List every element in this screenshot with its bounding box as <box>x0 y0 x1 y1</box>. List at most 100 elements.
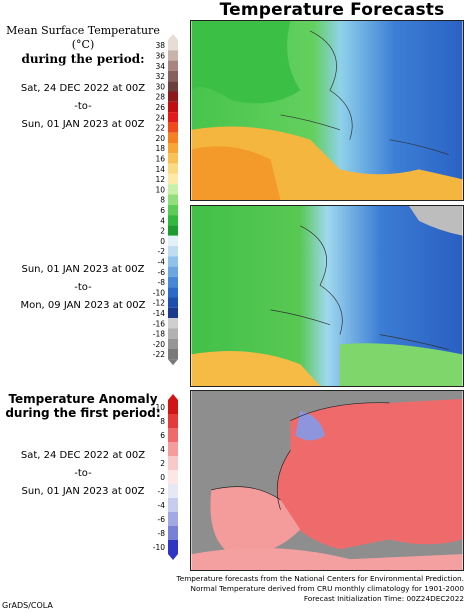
temp-colorbar-swatch <box>168 297 178 308</box>
anom-colorbar-swatch <box>168 428 178 442</box>
temp-colorbar-swatch <box>168 266 178 277</box>
anomaly-title-line1: Temperature Anomaly <box>8 392 158 406</box>
anom-colorbar-tick-label: -8 <box>158 529 166 538</box>
anom-colorbar-tick-label: 4 <box>160 445 165 454</box>
temp-colorbar-swatch <box>168 163 178 174</box>
temp-colorbar-swatch <box>168 153 178 164</box>
temp-colorbar-tick-label: 4 <box>160 216 165 225</box>
anom-colorbar-swatch <box>168 470 178 484</box>
page-title: Temperature Forecasts <box>219 0 445 20</box>
map-3-cold-patch <box>295 410 326 441</box>
temp-colorbar-tick-label: -10 <box>153 288 165 297</box>
anom-colorbar-tick-label: 8 <box>160 417 165 426</box>
anom-colorbar-tick-label: -4 <box>158 501 166 510</box>
temp-colorbar-swatch <box>168 143 178 154</box>
temp-colorbar-swatch <box>168 81 178 92</box>
temp-colorbar-swatch <box>168 328 178 339</box>
anom-colorbar-swatch <box>168 414 178 428</box>
anom-colorbar-swatch <box>168 512 178 526</box>
period-3-label: Sat, 24 DEC 2022 at 00Z -to- Sun, 01 JAN… <box>0 447 166 501</box>
anom-colorbar-tick-label: 6 <box>160 431 165 440</box>
temp-colorbar-tick-label: 12 <box>155 175 165 184</box>
map-3-land-anomaly <box>277 398 463 550</box>
temp-colorbar-swatch <box>168 287 178 298</box>
period-2-start: Sun, 01 JAN 2023 at 00Z <box>21 264 145 275</box>
map-3-west-europe <box>210 486 301 555</box>
temp-colorbar-swatch <box>168 256 178 267</box>
temp-colorbar-swatch <box>168 101 178 113</box>
temp-colorbar-tick-label: 38 <box>155 41 165 50</box>
temp-colorbar-tick-label: -22 <box>153 350 165 359</box>
period-2-label: Sun, 01 JAN 2023 at 00Z -to- Mon, 09 JAN… <box>0 261 166 315</box>
anom-colorbar-swatch <box>168 540 178 554</box>
temp-colorbar-tick-label: 36 <box>155 51 165 60</box>
temp-colorbar-tick-label: 26 <box>155 103 165 112</box>
temp-colorbar-tick-label: 8 <box>160 196 165 205</box>
anom-colorbar-tick-label: -10 <box>153 543 165 552</box>
credits-line3: Forecast Initialization Time: 00Z24DEC20… <box>303 594 464 603</box>
map-2-warm-zone <box>191 351 321 386</box>
temp-colorbar-tick-label: 18 <box>155 144 165 153</box>
period-3-sep: -to- <box>74 468 92 479</box>
anomaly-map <box>190 390 464 571</box>
temp-colorbar-swatch <box>168 276 178 288</box>
temp-colorbar-tick-label: -6 <box>158 268 166 277</box>
map-1-green-zone <box>191 21 301 104</box>
period-1-label: Sat, 24 DEC 2022 at 00Z -to- Sun, 01 JAN… <box>0 80 166 134</box>
anom-colorbar-tick-label: -6 <box>158 515 166 524</box>
period-3-end: Sun, 01 JAN 2023 at 00Z <box>21 486 145 497</box>
temp-colorbar-swatch <box>168 204 178 216</box>
temp-colorbar-swatch <box>168 235 178 246</box>
temp-colorbar-swatch <box>168 184 178 195</box>
temp-colorbar-tick-label: 24 <box>155 113 165 122</box>
temp-colorbar-swatch <box>168 246 178 257</box>
temp-colorbar-swatch <box>168 349 178 360</box>
anom-colorbar-swatch <box>168 456 178 470</box>
anomaly-colorbar: 10 8 6 4 2 0 -2 -4 -6 -8 -10 <box>153 394 178 560</box>
temp-colorbar-tick-label: 32 <box>155 72 165 81</box>
anom-colorbar-tick-label: 2 <box>160 459 165 468</box>
map-3-coastlines <box>211 402 390 510</box>
anom-colorbar-tick-label: 0 <box>160 473 165 482</box>
credits-line1: Temperature forecasts from the National … <box>176 574 464 583</box>
credits-line2: Normal Temperature derived from CRU mont… <box>190 584 464 593</box>
temp-colorbar-swatch <box>168 132 178 143</box>
temp-colorbar-tick-label: -12 <box>153 299 165 308</box>
temp-colorbar-tick-label: 2 <box>160 227 165 236</box>
anom-colorbar-tick-label: 10 <box>155 403 165 412</box>
period-1-sep: -to- <box>74 101 92 112</box>
period-2-end: Mon, 09 JAN 2023 at 00Z <box>20 300 146 311</box>
temp-colorbar-tick-label: -2 <box>158 247 166 256</box>
credits: Temperature forecasts from the National … <box>176 574 464 604</box>
map-1-coastlines <box>280 30 449 155</box>
map-2-green-zone <box>339 343 463 386</box>
anom-colorbar-swatch <box>168 498 178 512</box>
period-3-start: Sat, 24 DEC 2022 at 00Z <box>20 450 146 461</box>
temp-colorbar-tick-label: 28 <box>155 93 165 102</box>
temp-colorbar-tick-label: 6 <box>160 206 165 215</box>
period-1-end: Sun, 01 JAN 2023 at 00Z <box>21 119 145 130</box>
grads-footer: GrADS/COLA <box>2 601 53 610</box>
anom-colorbar-swatch <box>168 442 178 456</box>
temp-colorbar-tick-label: 0 <box>160 237 165 246</box>
temp-colorbar-tick-label: 20 <box>155 134 165 143</box>
temp-colorbar-tick-label: 30 <box>155 82 165 91</box>
temperature-colorbar: 38363432302826242220181614121086420-2-4-… <box>153 34 178 366</box>
map-3-south-band <box>191 547 463 570</box>
temp-colorbar-swatch <box>168 122 178 133</box>
temp-colorbar-swatch <box>168 60 178 71</box>
legend-title-line1: Mean Surface Temperature (°C) <box>6 24 160 51</box>
temp-colorbar-tick-label: 34 <box>155 62 165 71</box>
forecast-map-period-2 <box>190 205 464 387</box>
temp-colorbar-tick-label: 10 <box>155 185 165 194</box>
temp-colorbar-swatch <box>168 318 178 329</box>
temp-colorbar-swatch <box>168 173 178 185</box>
forecast-map-period-1 <box>190 20 464 201</box>
anom-colorbar-bottom-arrow <box>168 554 178 560</box>
temp-colorbar-swatch <box>168 215 178 226</box>
legend-title: Mean Surface Temperature (°C) during the… <box>0 24 166 66</box>
anom-colorbar-swatch <box>168 526 178 540</box>
anom-colorbar-swatch <box>168 400 178 414</box>
temp-colorbar-tick-label: -18 <box>153 330 165 339</box>
temp-colorbar-swatch <box>168 225 178 236</box>
